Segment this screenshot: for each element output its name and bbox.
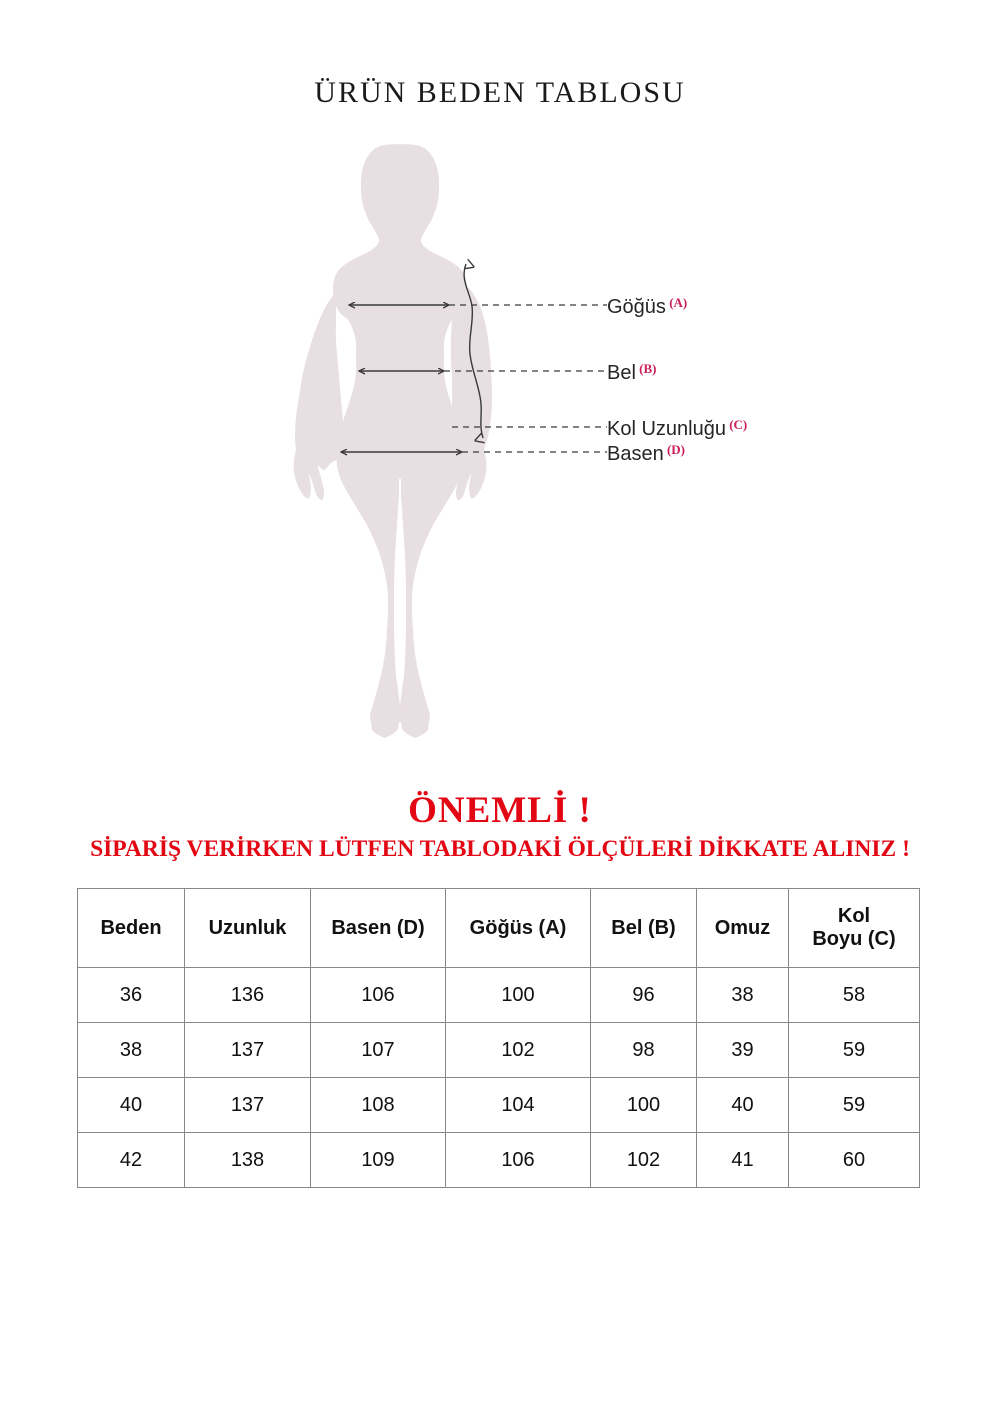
svg-text:Bel (B): Bel (B) [607,361,657,384]
svg-text:Göğüs (A): Göğüs (A) [607,295,687,318]
svg-text:Basen (D): Basen (D) [607,442,685,465]
svg-text:Kol Uzunluğu (C): Kol Uzunluğu (C) [607,417,747,440]
